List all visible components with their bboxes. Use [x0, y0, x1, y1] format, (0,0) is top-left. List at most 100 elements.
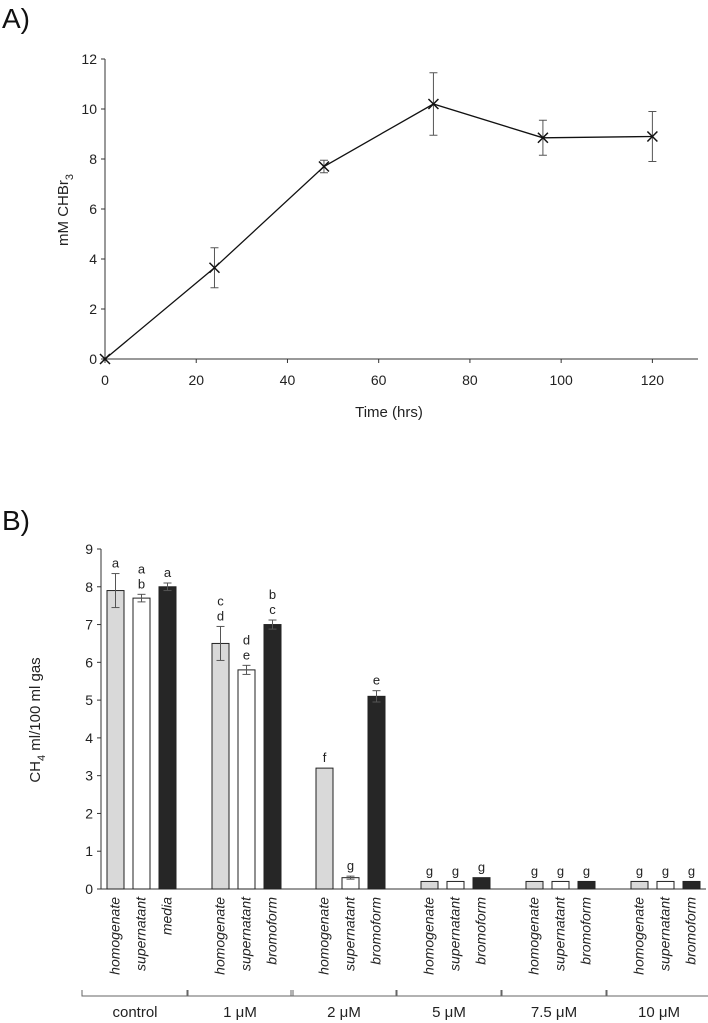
panel-a-x-tick-label: 40 [280, 372, 296, 388]
panel-a-y-axis-label: mM CHBr3 [55, 174, 76, 246]
panel-b-significance-letter: g [662, 863, 669, 878]
panel-b-bar-category-label: supernatant [657, 896, 673, 971]
panel-b-y-tick-label: 2 [85, 805, 93, 821]
panel-b-group-label: 2 μM [327, 1004, 361, 1021]
panel-a-x-tick-label: 0 [101, 372, 109, 388]
panel-a-data-point [318, 160, 330, 173]
panel-b-chart: B) CH4 ml/100 ml gas 0 1 2 3 4 5 6 7 8 9 a homogena… [2, 505, 708, 1021]
panel-b-group-bracket [186, 990, 294, 997]
panel-b-bar-category-label: supernatant [447, 896, 463, 971]
panel-b-bar [551, 880, 570, 890]
panel-b-bar [446, 880, 465, 890]
panel-b-significance-letter: a [138, 561, 146, 576]
panel-a-data-point [537, 132, 549, 144]
panel-a-y-tick-label: 8 [89, 151, 97, 167]
panel-b-significance-letter: c [217, 593, 224, 608]
panel-b-significance-letter: g [636, 863, 643, 878]
panel-b-significance-letter: g [583, 863, 590, 878]
panel-a-y-tick-label: 10 [81, 101, 97, 117]
panel-b-y-tick-label: 8 [85, 579, 93, 595]
panel-b-bar [420, 880, 439, 890]
panel-a-x-tick-label: 120 [641, 372, 665, 388]
panel-b-group-bracket [290, 990, 398, 997]
panel-b-group-label: 10 μM [638, 1004, 680, 1021]
panel-a-x-tick-label: 20 [188, 372, 204, 388]
panel-b-significance-letter: d [243, 632, 250, 647]
panel-b-group-bracket [81, 990, 189, 997]
panel-a-series-line [104, 103, 653, 360]
panel-b-significance-letter: a [112, 556, 120, 571]
panel-a-data-point [99, 353, 111, 365]
panel-b-bar [237, 669, 256, 890]
panel-b-bar [367, 695, 386, 890]
panel-a-y-tick-label: 2 [89, 301, 97, 317]
panel-b-group-bracket [500, 990, 608, 997]
panel-b-y-tick-label: 3 [85, 768, 93, 784]
panel-b-y-tick-label: 5 [85, 692, 93, 708]
panel-a-x-tick-label: 60 [371, 372, 387, 388]
panel-b-significance-letter: f [323, 750, 327, 765]
panel-a-y-tick-label: 4 [89, 251, 97, 267]
panel-b-significance-letter: g [531, 863, 538, 878]
panel-b-bar [315, 767, 334, 890]
panel-b-significance-letter: g [452, 863, 459, 878]
panel-b-bar [132, 597, 151, 890]
panel-b-bar-category-label: bromoform [368, 897, 384, 965]
panel-b-y-tick-label: 1 [85, 843, 93, 859]
panel-b-y-tick-label: 7 [85, 617, 93, 633]
panel-b-significance-letter: g [347, 858, 354, 873]
panel-b-group-label: 7.5 μM [531, 1004, 577, 1021]
panel-b-bar-category-label: homogenate [526, 897, 542, 975]
panel-b-group-label: 1 μM [223, 1004, 257, 1021]
panel-b-significance-letter: e [373, 673, 380, 688]
panel-b-significance-letter: d [217, 608, 224, 623]
panel-b-significance-letter: g [478, 860, 485, 875]
panel-b-bar [577, 880, 596, 890]
panel-b-label: B) [2, 505, 30, 536]
panel-b-bar [211, 642, 230, 890]
panel-b-significance-letter: a [164, 565, 172, 580]
panel-b-bar [263, 624, 282, 890]
panel-b-significance-letter: b [138, 576, 145, 591]
panel-a-x-tick-label: 100 [549, 372, 573, 388]
panel-b-bar-category-label: homogenate [316, 897, 332, 975]
panel-b-bar-category-label: bromoform [473, 897, 489, 965]
panel-b-bar-category-label: homogenate [631, 897, 647, 975]
panel-b-bar-category-label: homogenate [212, 897, 228, 975]
panel-b-bar-category-label: supernatant [133, 896, 149, 971]
panel-b-group-bracket [395, 990, 503, 997]
panel-b-bar [106, 590, 125, 890]
panel-b-bar-category-label: supernatant [552, 896, 568, 971]
panel-b-bar-category-label: media [159, 897, 175, 935]
panel-b-y-tick-label: 0 [85, 881, 93, 897]
panel-b-group-label: control [112, 1004, 157, 1021]
panel-b-y-tick-label: 6 [85, 654, 93, 670]
panel-b-bar [630, 880, 649, 890]
panel-a-data-point [427, 98, 439, 110]
panel-b-bar [525, 880, 544, 890]
panel-b-significance-letter: c [269, 602, 276, 617]
panel-b-bar [158, 586, 177, 890]
panel-b-bar [472, 877, 491, 890]
panel-a-x-tick-label: 80 [462, 372, 478, 388]
panel-b-bar-category-label: supernatant [342, 896, 358, 971]
panel-b-y-tick-label: 9 [85, 541, 93, 557]
panel-a-y-tick-label: 6 [89, 201, 97, 217]
panel-b-bar [682, 880, 701, 890]
panel-a-label: A) [2, 3, 30, 34]
panel-a-x-axis-label: Time (hrs) [355, 404, 423, 421]
panel-b-bar-category-label: homogenate [421, 897, 437, 975]
panel-b-y-axis-label: CH4 ml/100 ml gas [27, 657, 48, 782]
panel-b-bar-category-label: bromoform [264, 897, 280, 965]
panel-b-significance-letter: e [243, 647, 250, 662]
panel-b-group-label: 5 μM [432, 1004, 466, 1021]
panel-b-bar-category-label: bromoform [683, 897, 699, 965]
panel-b-bar [656, 880, 675, 890]
panel-a-data-point [646, 130, 658, 143]
panel-a-y-tick-label: 0 [89, 351, 97, 367]
panel-b-group-bracket [605, 990, 708, 997]
panel-a-y-tick-label: 12 [81, 51, 97, 67]
panel-b-significance-letter: g [688, 863, 695, 878]
panel-b-significance-letter: g [426, 863, 433, 878]
